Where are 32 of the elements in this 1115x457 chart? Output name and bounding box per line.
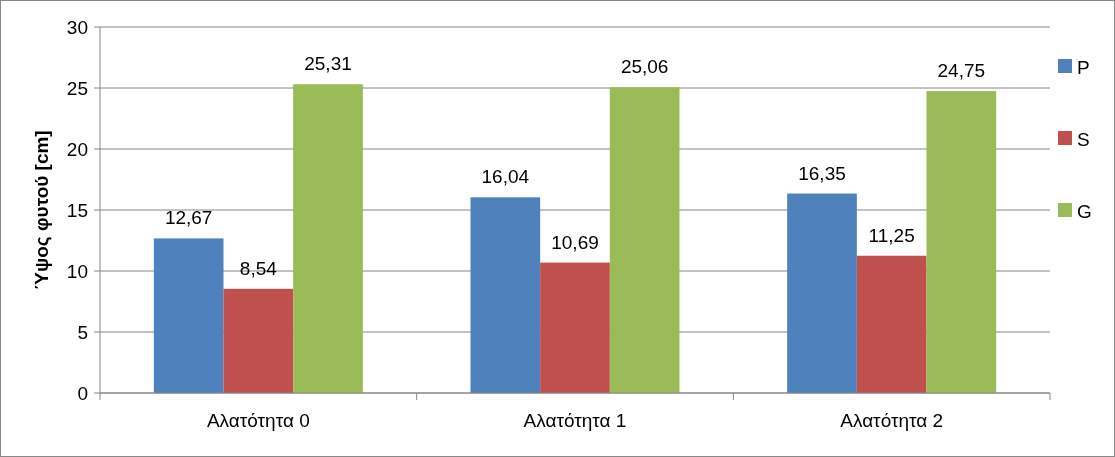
y-tick-label: 25 [66,77,88,99]
bar [470,197,541,393]
data-label: 11,25 [868,224,915,246]
data-label: 24,75 [937,60,986,82]
data-label: 25,06 [620,56,669,78]
data-label: 8,54 [239,257,278,279]
bar [926,91,997,393]
y-tick-label: 15 [66,199,88,221]
x-tick-label: Αλατότητα 2 [840,410,944,431]
bar [540,262,610,393]
data-label: 16,35 [798,162,846,184]
data-label: 10,69 [551,231,599,253]
legend-label: P [1077,56,1090,78]
bar [787,193,857,393]
x-tick-label: Αλατότητα 1 [523,410,627,431]
data-label: 12,67 [164,207,213,229]
y-tick-label: 30 [66,16,88,38]
y-tick-label: 20 [66,138,88,160]
y-tick-label: 10 [66,260,88,282]
bar [293,84,363,393]
y-axis-title: Ύψος φυτού [cm] [31,130,52,290]
x-tick-label: Αλατότητα 0 [206,410,310,431]
data-label: 25,31 [304,53,352,75]
bar [856,255,927,393]
data-label: 16,04 [481,166,530,188]
y-tick-label: 5 [77,321,88,343]
bar [153,238,224,393]
bar [609,87,680,393]
bar [223,288,294,393]
y-tick-label: 0 [77,382,88,404]
legend-label: G [1077,200,1092,222]
legend-label: S [1077,128,1090,150]
